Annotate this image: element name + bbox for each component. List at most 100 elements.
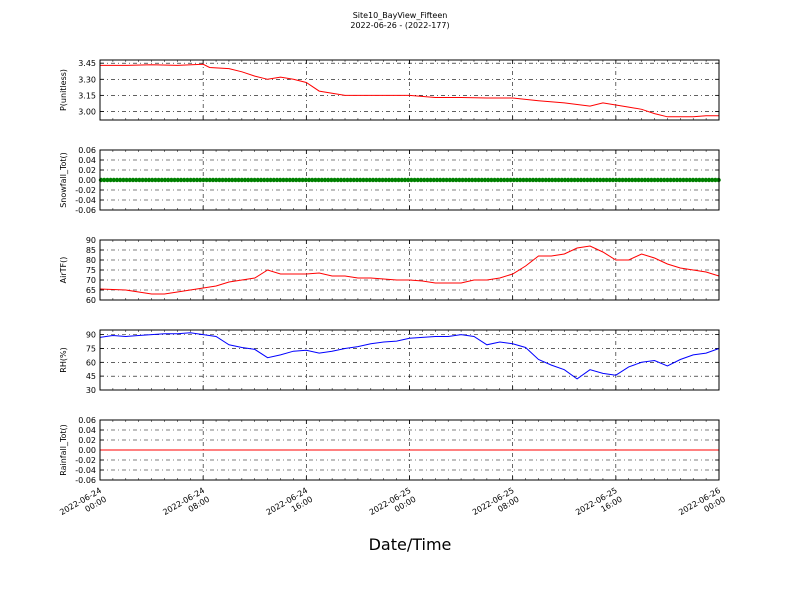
series-point xyxy=(223,177,228,183)
series-point xyxy=(290,177,296,183)
y-axis-label: Snowfall_Tot() xyxy=(59,152,68,208)
series-point xyxy=(495,177,500,183)
series-point xyxy=(274,177,280,183)
series-point xyxy=(585,177,590,183)
series-point xyxy=(540,177,545,183)
series-point xyxy=(351,177,356,183)
y-axis-label: P(unitless) xyxy=(59,69,68,111)
panel-frame xyxy=(99,149,720,211)
series-point xyxy=(220,177,225,183)
series-point xyxy=(287,177,292,183)
series-point xyxy=(578,177,584,183)
y-tick-label: -0.02 xyxy=(75,456,96,465)
x-tick-label: 2022-06-2416:00 xyxy=(265,486,315,526)
series-point xyxy=(127,177,132,183)
series-point xyxy=(463,177,468,183)
series-point xyxy=(380,177,385,183)
series-point xyxy=(658,177,664,183)
series-point xyxy=(137,177,142,183)
series-point xyxy=(377,177,382,183)
series-point xyxy=(268,177,273,183)
series-point xyxy=(153,177,158,183)
series-point xyxy=(457,177,462,183)
y-tick-label: -0.06 xyxy=(75,206,96,215)
y-tick-label: 30 xyxy=(86,386,96,395)
series-point xyxy=(646,177,651,183)
series-point xyxy=(623,177,628,183)
panel-frame xyxy=(99,59,720,121)
series-point xyxy=(444,177,449,183)
panels-layer: 3.003.153.303.45P(unitless)-0.06-0.04-0.… xyxy=(59,59,721,485)
series-point xyxy=(278,177,283,183)
series-point xyxy=(617,177,622,183)
series-point xyxy=(121,177,126,183)
series-point xyxy=(652,177,657,183)
series-point xyxy=(159,177,164,183)
series-point xyxy=(438,177,443,183)
series-point xyxy=(345,177,350,183)
series-point xyxy=(338,177,344,183)
y-tick-label: 45 xyxy=(86,372,96,381)
series-line xyxy=(100,63,719,118)
series-point xyxy=(217,177,222,183)
series-point xyxy=(386,177,392,183)
series-point xyxy=(562,177,568,183)
x-axis-label: Date/Time xyxy=(369,535,452,554)
series-point xyxy=(604,177,609,183)
series-point xyxy=(668,177,673,183)
series-point xyxy=(409,177,414,183)
series-point xyxy=(649,177,654,183)
series-point xyxy=(271,177,276,183)
x-tick-label: 2022-06-2600:00 xyxy=(677,486,727,526)
panel-frame xyxy=(99,239,720,301)
series-point xyxy=(415,177,420,183)
series-point xyxy=(367,177,372,183)
series-point xyxy=(582,177,587,183)
series-point xyxy=(284,177,289,183)
series-point xyxy=(194,177,200,183)
series-point xyxy=(450,177,456,183)
series-point xyxy=(354,177,360,183)
series-point xyxy=(306,177,312,183)
y-tick-label: 0.00 xyxy=(78,446,96,455)
series-point xyxy=(706,177,712,183)
x-tick-label: 2022-06-2500:00 xyxy=(368,486,418,526)
series-point xyxy=(498,177,504,183)
series-point xyxy=(265,177,270,183)
series-point xyxy=(348,177,353,183)
series-point xyxy=(572,177,577,183)
y-tick-label: 85 xyxy=(86,246,96,255)
series-point xyxy=(226,177,232,183)
series-point xyxy=(146,177,152,183)
series-point xyxy=(329,177,334,183)
series-point xyxy=(210,177,216,183)
series-point xyxy=(204,177,209,183)
series-point xyxy=(332,177,337,183)
series-point xyxy=(591,177,596,183)
series-point xyxy=(140,177,145,183)
series-point xyxy=(556,177,561,183)
series-point xyxy=(527,177,532,183)
panel-2: -0.06-0.04-0.020.000.020.040.06 Snowfall_… xyxy=(59,146,721,215)
series-point xyxy=(518,177,523,183)
series-point xyxy=(486,177,491,183)
series-point xyxy=(594,177,600,183)
y-tick-label: 3.30 xyxy=(78,75,96,84)
series-point xyxy=(124,177,129,183)
y-tick-label: 90 xyxy=(86,236,96,245)
series-point xyxy=(694,177,699,183)
series-point xyxy=(534,177,539,183)
series-point xyxy=(620,177,625,183)
y-tick-label: 0.02 xyxy=(78,166,96,175)
series-point xyxy=(201,177,206,183)
y-axis-label: RH(%) xyxy=(59,347,68,372)
series-point xyxy=(230,177,235,183)
x-tick-label: 2022-06-2516:00 xyxy=(574,486,624,526)
series-point xyxy=(678,177,683,183)
series-point xyxy=(662,177,667,183)
series-point xyxy=(598,177,603,183)
series-point xyxy=(441,177,446,183)
series-point xyxy=(434,177,440,183)
series-point xyxy=(178,177,184,183)
series-point xyxy=(508,177,513,183)
